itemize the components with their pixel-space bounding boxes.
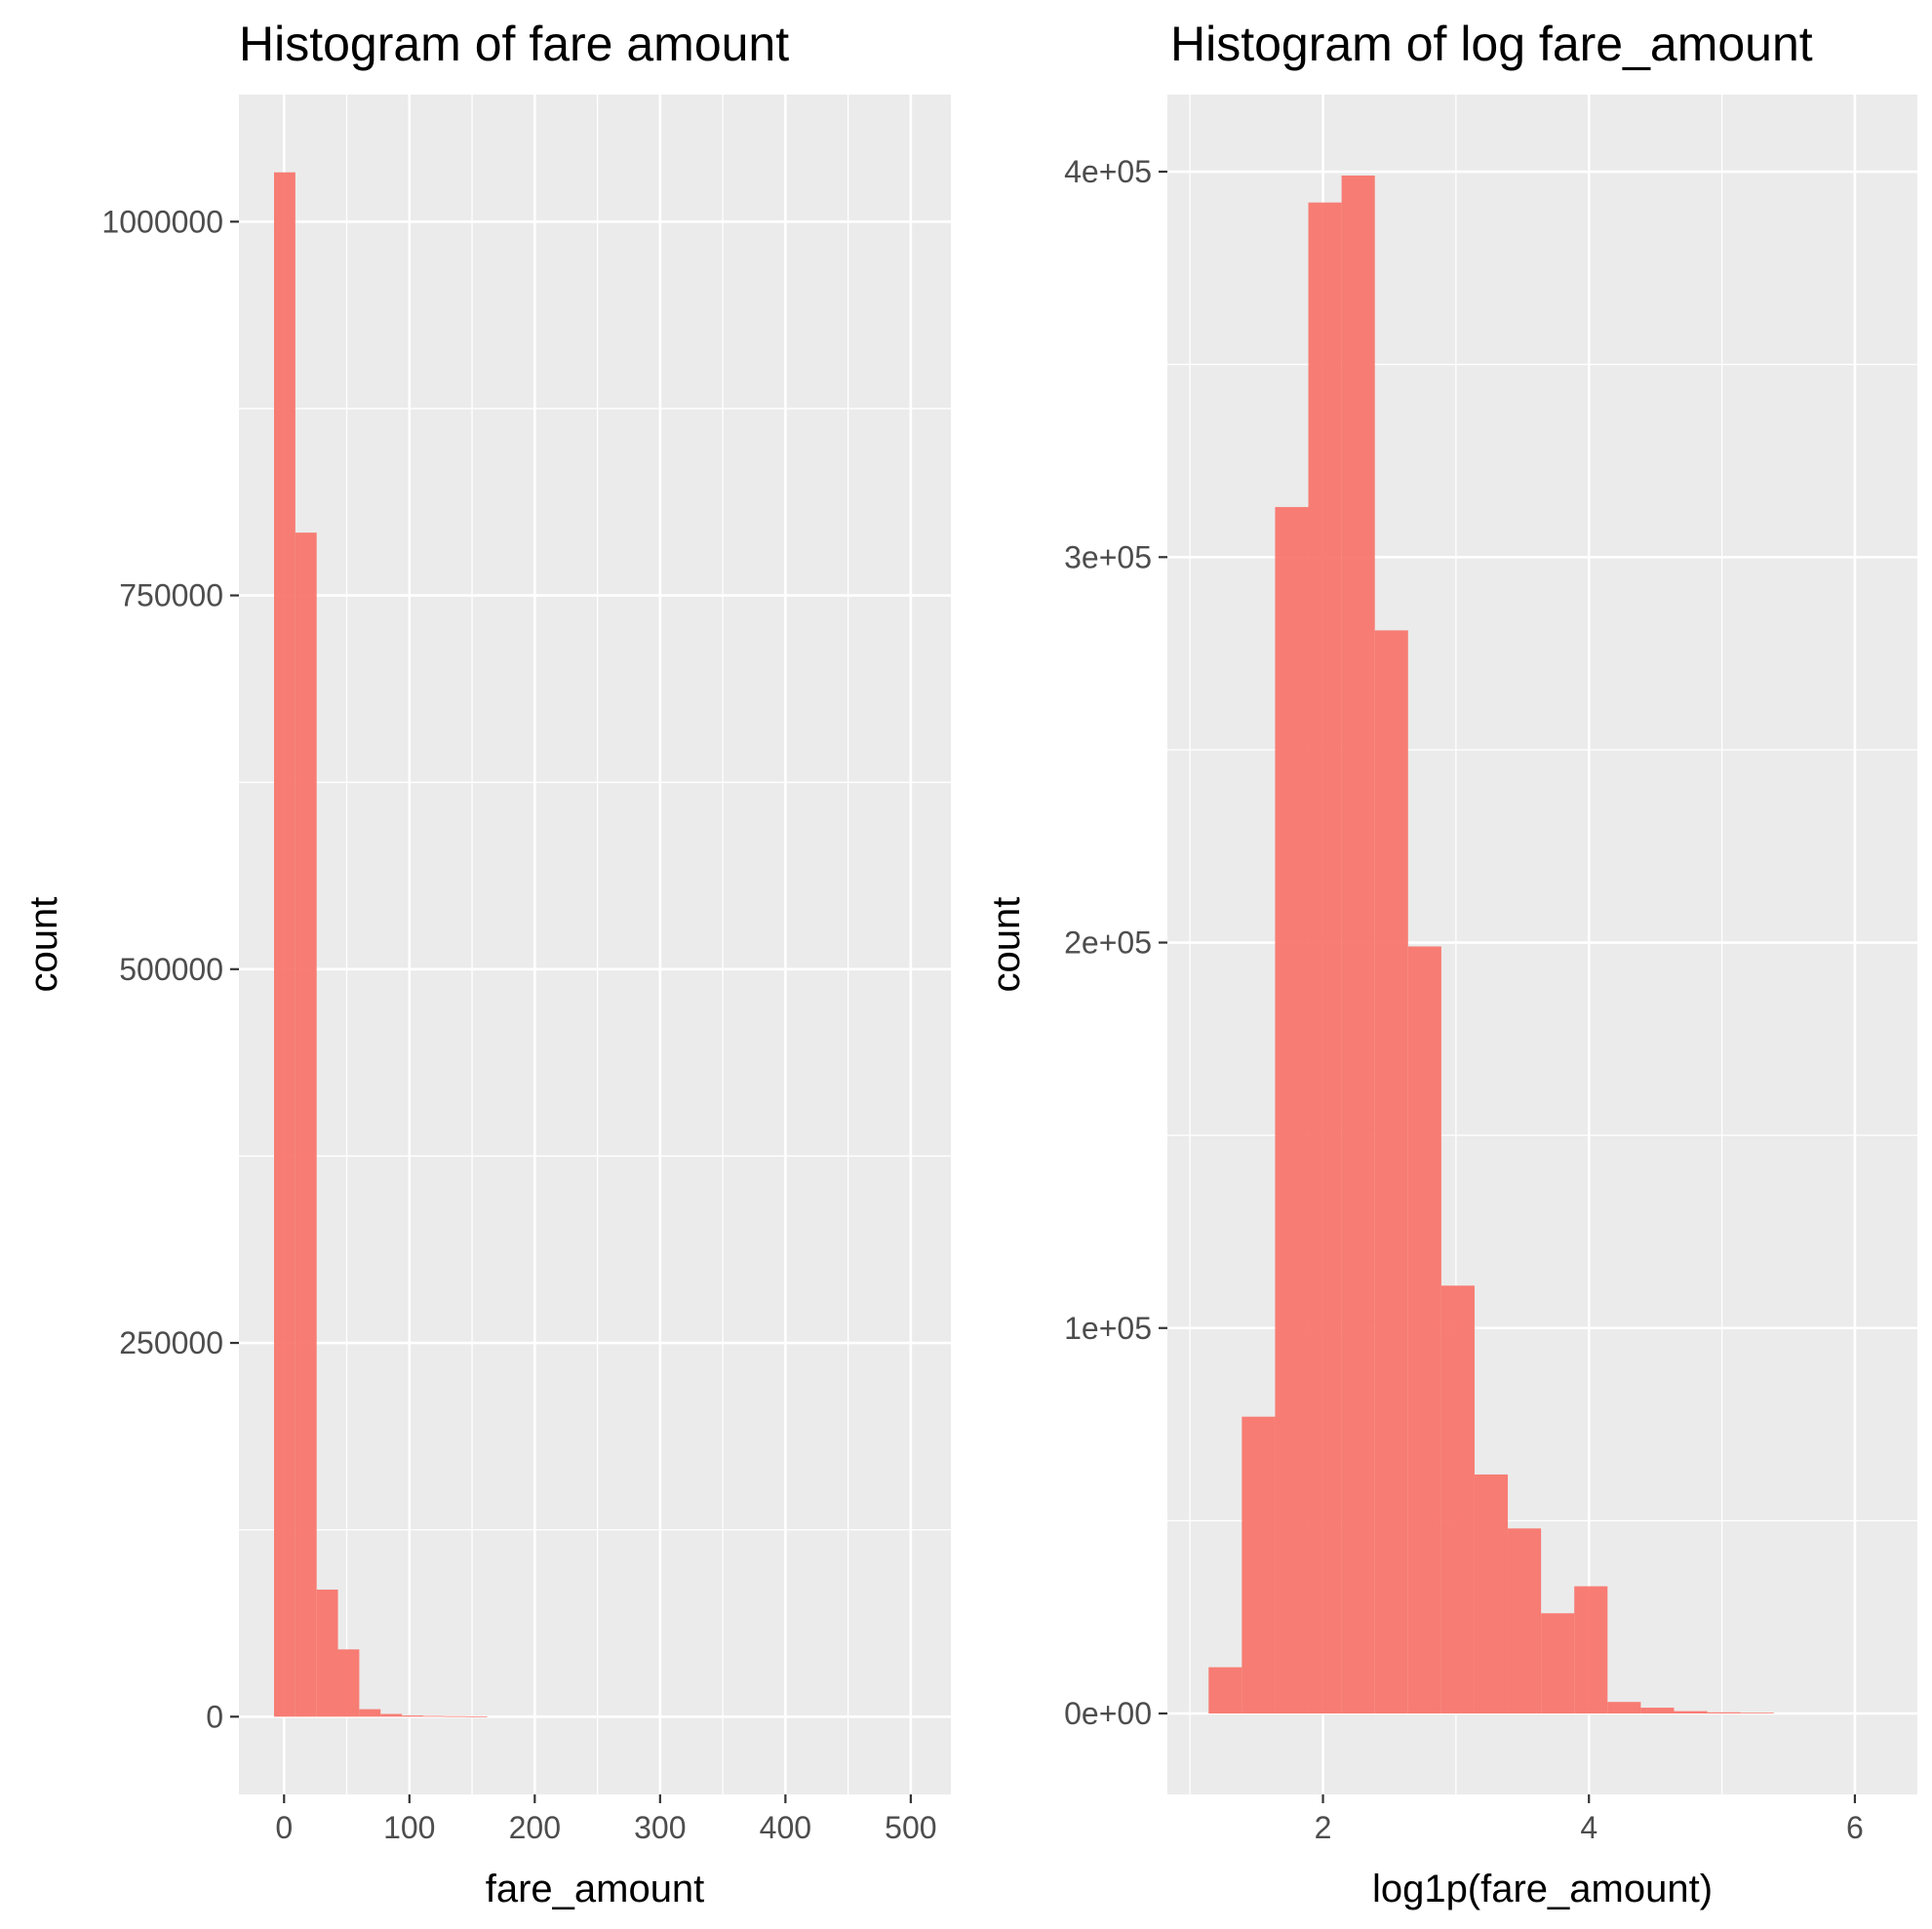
- histogram-bar-2: [316, 1589, 338, 1717]
- histogram-bar-7: [1440, 1285, 1475, 1713]
- histogram-bar-4: [359, 1709, 381, 1717]
- histogram-bar-0: [273, 172, 296, 1717]
- y-tick-label: 4e+05: [1064, 154, 1152, 189]
- histogram-bar-5: [380, 1713, 403, 1717]
- histogram-log-fare-amount: 2 4 6 0e+00 1e+05 2e+05 3e+05 4e+05 Histogram of…: [985, 17, 1917, 1910]
- histogram-bar-3: [1308, 202, 1342, 1714]
- histogram-bar-8: [444, 1715, 466, 1717]
- histogram-bar-6: [402, 1715, 423, 1717]
- histogram-bar-4: [1341, 176, 1375, 1713]
- x-tick-label: 100: [383, 1810, 435, 1845]
- y-tick-label: 1e+05: [1064, 1311, 1152, 1346]
- y-tick-label: 3e+05: [1064, 539, 1152, 574]
- x-axis-title: fare_amount: [486, 1868, 705, 1910]
- histogram-bar-14: [1674, 1711, 1708, 1713]
- y-tick-label: 750000: [119, 578, 223, 613]
- histogram-bar-6: [1407, 946, 1441, 1713]
- y-tick-label: 0: [206, 1699, 223, 1734]
- chart-title: Histogram of fare amount: [239, 17, 789, 71]
- y-axis-title: count: [985, 897, 1028, 993]
- histogram-bar-0: [1208, 1667, 1242, 1713]
- histogram-bar-5: [1374, 630, 1408, 1713]
- x-tick-label: 500: [885, 1810, 936, 1845]
- y-tick-label: 500000: [119, 952, 223, 987]
- x-tick-label: 300: [634, 1810, 686, 1845]
- histogram-bar-2: [1275, 506, 1309, 1713]
- x-tick-label: 400: [760, 1810, 811, 1845]
- y-tick-label: 1000000: [101, 204, 223, 239]
- histogram-bar-10: [1541, 1613, 1575, 1713]
- x-tick-label: 2: [1315, 1810, 1332, 1845]
- y-tick-label: 250000: [119, 1325, 223, 1360]
- x-tick-label: 4: [1580, 1810, 1597, 1845]
- histogram-bar-16: [1740, 1712, 1774, 1714]
- histogram-bar-9: [465, 1715, 488, 1717]
- histogram-bar-12: [1607, 1702, 1641, 1713]
- histogram-fare-amount: 0 100 200 300 400 500 0 250000 500000 750000 10000…: [22, 17, 951, 1910]
- histogram-bar-3: [337, 1649, 360, 1717]
- chart-title: Histogram of log fare_amount: [1170, 17, 1813, 71]
- histogram-bar-11: [1574, 1586, 1608, 1713]
- y-tick-label: 2e+05: [1064, 925, 1152, 961]
- histogram-bar-15: [1707, 1712, 1741, 1713]
- y-axis-title: count: [22, 897, 65, 993]
- histogram-bar-8: [1474, 1474, 1509, 1713]
- y-tick-label: 0e+00: [1064, 1696, 1152, 1731]
- x-tick-label: 200: [509, 1810, 561, 1845]
- histogram-bar-1: [295, 532, 317, 1717]
- x-tick-label: 0: [275, 1810, 293, 1845]
- panel-background: [239, 95, 951, 1794]
- histogram-bar-1: [1242, 1416, 1276, 1713]
- histogram-bar-9: [1508, 1528, 1542, 1713]
- x-tick-label: 6: [1846, 1810, 1864, 1845]
- histogram-bar-13: [1640, 1708, 1675, 1713]
- histogram-bar-7: [422, 1715, 445, 1717]
- x-axis-title: log1p(fare_amount): [1372, 1868, 1713, 1910]
